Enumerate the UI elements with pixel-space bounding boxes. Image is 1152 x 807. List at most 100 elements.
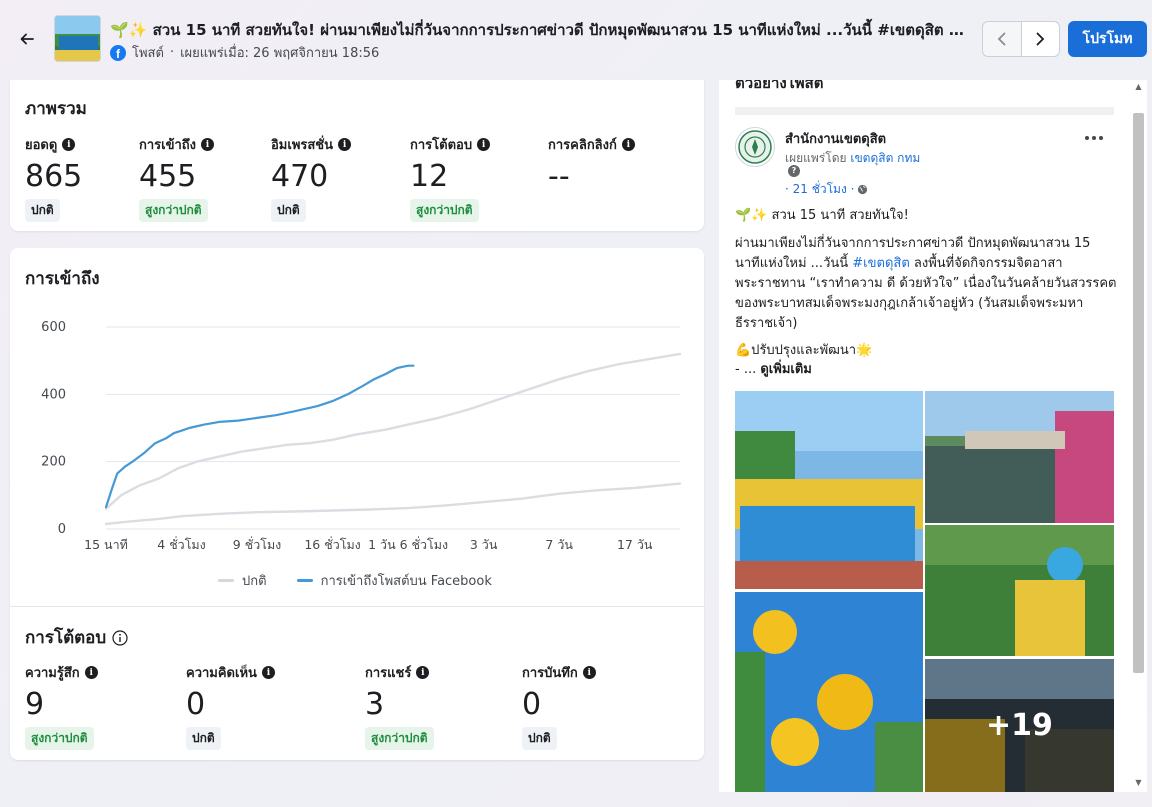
chevron-right-icon — [1036, 32, 1045, 46]
page-avatar[interactable] — [735, 127, 775, 167]
overview-title: ภาพรวม — [25, 99, 87, 119]
dot — [1085, 136, 1089, 140]
dot — [1092, 136, 1096, 140]
see-more-prefix: - ... — [735, 362, 761, 377]
shared-by-prefix: เผยแพร่โดย — [785, 151, 847, 165]
post-title: 🌱✨ สวน 15 นาที สวยทันใจ! ผ่านมาเพียงไม่ก… — [110, 21, 972, 39]
interactions-title-text: การโต้ตอบ — [25, 628, 107, 648]
shared-by-link[interactable]: เขตดุสิต กทม — [850, 151, 921, 165]
post-photo-5[interactable]: +19 — [925, 659, 1114, 792]
header: 🌱✨ สวน 15 นาที สวยทันใจ! ผ่านมาเพียงไม่ก… — [0, 0, 1152, 80]
promote-button[interactable]: โปรโมท — [1068, 21, 1147, 57]
hashtag-link[interactable]: #เขตดุสิต — [852, 256, 910, 271]
post-photo-3[interactable] — [925, 525, 1114, 656]
post-photo-1[interactable] — [735, 391, 923, 589]
y-tick-label: 400 — [41, 387, 66, 402]
metric-label: การบันทึก — [522, 666, 578, 681]
post-navigation — [982, 21, 1060, 57]
scrollbar-thumb[interactable] — [1133, 113, 1144, 673]
metric-comments: ความคิดเห็น i 0 ปกติ — [186, 662, 275, 750]
legend-normal[interactable]: ปกติ — [218, 570, 267, 591]
more-photos-count: +19 — [986, 708, 1053, 743]
x-tick-label: 9 ชั่วโมง — [233, 536, 282, 552]
info-outline-icon[interactable] — [112, 629, 128, 646]
scroll-down-icon[interactable]: ▼ — [1135, 778, 1142, 787]
post-time[interactable]: · 21 ชั่วโมง · — [785, 182, 855, 196]
metric-value: 9 — [25, 687, 45, 722]
post-line-3: 💪ปรับปรุงและพัฒนา🌟 — [735, 343, 873, 358]
see-more-link[interactable]: ดูเพิ่มเติม — [760, 362, 812, 377]
metric-value: 865 — [25, 159, 83, 194]
info-icon[interactable]: i — [261, 666, 275, 679]
post-photo-2[interactable] — [925, 391, 1114, 523]
x-tick-label: 7 วัน — [545, 537, 573, 552]
question-icon: ? — [788, 165, 800, 177]
series-line-normal-range — [104, 352, 682, 510]
reach-chart: 0 200 400 600 15 นาที 4 ชั่วโมง 9 ชั่วโมง 16 ชั… — [41, 320, 682, 552]
post-time-row: · 21 ชั่วโมง · — [785, 180, 868, 199]
status-badge: ปกติ — [186, 727, 221, 750]
previous-post-button[interactable] — [983, 22, 1021, 56]
metric-value: -- — [548, 159, 570, 194]
info-icon[interactable]: i — [621, 138, 635, 151]
metric-label: ความรู้สึก — [25, 666, 80, 681]
more-options-icon[interactable] — [1085, 136, 1103, 140]
info-icon[interactable]: i — [477, 138, 491, 151]
separator-dot: · — [169, 45, 175, 60]
photo-overlay — [925, 659, 1114, 792]
legend-swatch-facebook — [296, 579, 313, 582]
metric-engagement: การโต้ตอบ i 12 สูงกว่าปกติ — [410, 134, 491, 222]
scrollbar[interactable]: ▲ ▼ — [1131, 80, 1147, 792]
legend-swatch-normal — [218, 579, 234, 582]
y-tick-label: 0 — [58, 522, 66, 537]
metric-saves: การบันทึก i 0 ปกติ — [522, 662, 596, 750]
shared-by: เผยแพร่โดย เขตดุสิต กทม — [785, 149, 920, 168]
preview-divider — [735, 107, 1114, 115]
legend-facebook-reach[interactable]: การเข้าถึงโพสต์บน Facebook — [296, 570, 492, 591]
published-date: เผยแพร่เมื่อ: 26 พฤศจิกายน 18:56 — [180, 46, 380, 61]
post-body-end: ลงพื้นที่จัดกิจกรรมจิตอาสาพระราชทาน “เรา… — [735, 256, 1117, 331]
back-arrow-icon[interactable] — [14, 26, 40, 52]
post-body: ผ่านมาเพียงไม่กี่วันจากการประกาศข่าวดี ป… — [735, 234, 1119, 334]
metric-label: ความคิดเห็น — [186, 666, 257, 681]
info-icon[interactable]: i — [62, 138, 76, 151]
metric-value: 3 — [365, 687, 385, 722]
metric-reactions: ความรู้สึก i 9 สูงกว่าปกติ — [25, 662, 98, 750]
post-preview-panel[interactable]: ตัวอย่างโพสต์ สำนักงานเขตดุสิต เผยแพร่โด… — [719, 80, 1147, 792]
status-badge: ปกติ — [271, 199, 306, 222]
post-type: โพสต์ — [132, 46, 164, 61]
metric-label: การเข้าถึง — [139, 138, 197, 153]
metric-label: อิมเพรสชั่น — [271, 138, 334, 153]
x-tick-label: 16 ชั่วโมง — [304, 536, 360, 552]
status-badge: สูงกว่าปกติ — [25, 727, 94, 750]
facebook-icon: f — [110, 44, 126, 61]
post-line-1: 🌱✨ สวน 15 นาที สวยทันใจ! — [735, 208, 909, 223]
metric-value: 0 — [186, 687, 206, 722]
reach-title: การเข้าถึง — [25, 269, 100, 289]
info-icon[interactable]: i — [416, 666, 430, 679]
metric-reach: การเข้าถึง i 455 สูงกว่าปกติ — [139, 134, 215, 222]
globe-icon — [858, 184, 868, 195]
series-line-normal-range — [104, 482, 682, 526]
metric-link-clicks: การคลิกลิงก์ i -- — [548, 134, 635, 195]
x-tick-label: 1 วัน 6 ชั่วโมง — [368, 536, 448, 552]
post-photo-4[interactable] — [735, 592, 923, 792]
metric-value: 12 — [410, 159, 449, 194]
page-name[interactable]: สำนักงานเขตดุสิต — [785, 132, 887, 147]
info-icon[interactable]: i — [582, 666, 596, 679]
info-icon[interactable]: i — [201, 138, 215, 151]
info-icon[interactable]: i — [84, 666, 98, 679]
metric-label: การโต้ตอบ — [410, 138, 473, 153]
x-tick-label: 4 ชั่วโมง — [157, 536, 206, 552]
district-seal-icon — [738, 130, 772, 164]
chevron-left-icon — [997, 32, 1006, 46]
y-tick-label: 600 — [41, 320, 66, 335]
chart-legend: ปกติ การเข้าถึงโพสต์บน Facebook — [218, 570, 492, 591]
see-more-row: - ... ดูเพิ่มเติม — [735, 360, 1119, 380]
scroll-up-icon[interactable]: ▲ — [1135, 82, 1142, 91]
next-post-button[interactable] — [1020, 22, 1059, 56]
info-icon[interactable]: i — [338, 138, 352, 151]
metric-impressions: อิมเพรสชั่น i 470 ปกติ — [271, 134, 352, 222]
overview-card: ภาพรวม ยอดดู i 865 ปกติ การเข้าถึง i 455 ส… — [10, 80, 704, 231]
metric-views: ยอดดู i 865 ปกติ — [25, 134, 82, 222]
